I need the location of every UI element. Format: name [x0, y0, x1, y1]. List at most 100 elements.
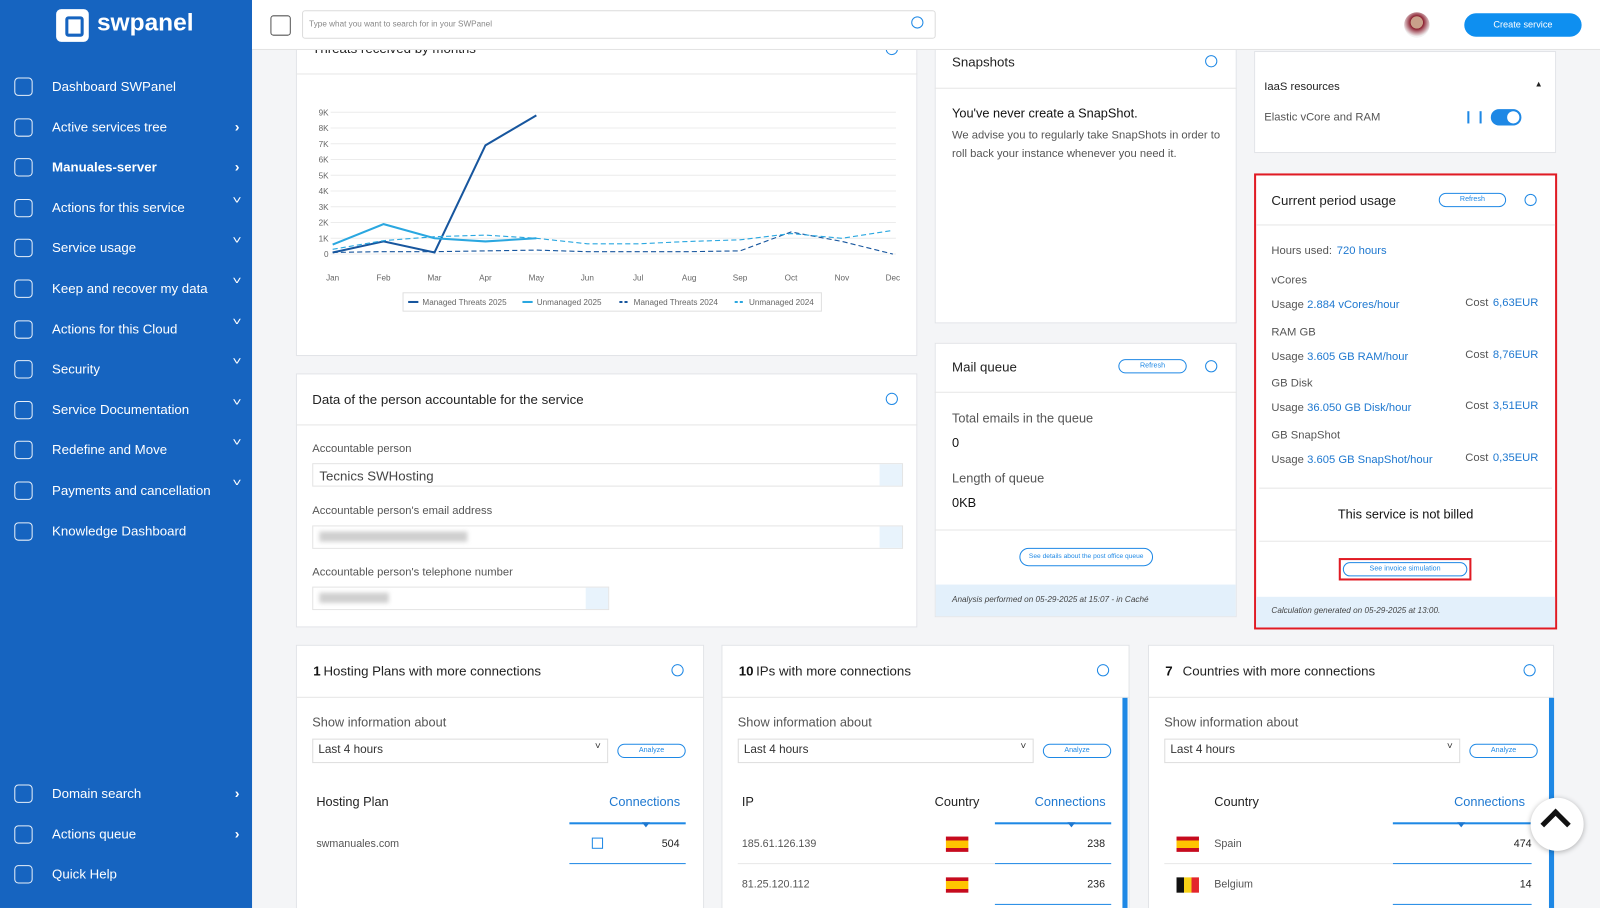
row-name: Belgium	[1214, 878, 1253, 891]
not-billed: This service is not billed	[1337, 507, 1474, 522]
menu-icon	[14, 400, 33, 420]
divider	[934, 87, 1237, 89]
menu-icon	[14, 77, 33, 96]
cost-value: 6,63EUR	[1492, 296, 1539, 310]
field-input[interactable]	[312, 525, 904, 549]
menu-icon	[14, 360, 33, 379]
row-divider	[1164, 863, 1393, 865]
create-service-button[interactable]: Create service	[1464, 13, 1582, 37]
field-input[interactable]	[312, 586, 610, 611]
chevron: ˅	[232, 356, 242, 369]
select-arrow: ˅	[1446, 740, 1453, 752]
close-icon[interactable]	[1096, 664, 1110, 677]
analyze-button[interactable]: Analyze	[1042, 743, 1112, 759]
menu-item[interactable]: Actions for this Cloud	[52, 320, 178, 337]
usage-card	[1254, 173, 1558, 630]
search-box[interactable]	[302, 10, 936, 39]
details-button[interactable]: See details about the post office queue	[1019, 547, 1154, 567]
cost-value: 3,51EUR	[1492, 400, 1539, 413]
collapse-arrow: ▲	[1534, 79, 1543, 89]
select-value: Last 4 hours	[743, 743, 809, 756]
flag	[945, 836, 969, 852]
menu-icon	[14, 784, 33, 803]
row-name: Spain	[1214, 837, 1242, 850]
snapshots-heading: You've never create a SnapShot.	[952, 106, 1138, 121]
row-underline	[994, 863, 1112, 865]
refresh-button[interactable]: Refresh	[1118, 359, 1187, 374]
close-icon[interactable]	[1205, 360, 1218, 373]
divider	[934, 529, 1237, 531]
menu-item[interactable]: Service Documentation	[52, 401, 190, 418]
external-link-icon[interactable]	[591, 837, 604, 849]
close-icon[interactable]	[671, 664, 684, 677]
chevron: ›	[234, 784, 240, 801]
edit-button[interactable]	[879, 464, 903, 486]
menu-item[interactable]: Dashboard SWPanel	[52, 78, 176, 94]
card-title: Countries with more connections	[1182, 663, 1376, 679]
cost-value: 8,76EUR	[1492, 348, 1539, 361]
edit-button[interactable]	[879, 526, 903, 548]
search-icon	[911, 16, 924, 29]
card-count: 7	[1165, 663, 1173, 679]
row-name: 81.25.120.112	[741, 878, 810, 891]
field-value: Tecnics SWHosting	[319, 468, 434, 484]
mail-footer	[935, 584, 1236, 617]
connections-card	[721, 644, 1130, 908]
column-header[interactable]: Connections	[1454, 794, 1525, 810]
collapse-button[interactable]	[270, 15, 291, 36]
invoice-simulation-button[interactable]: See invoice simulation	[1342, 562, 1468, 577]
select[interactable]	[1164, 738, 1461, 764]
menu-item[interactable]: Domain search	[52, 785, 142, 801]
logo-icon-inner	[65, 16, 84, 37]
iaas-item: Elastic vCore and RAM	[1264, 111, 1381, 124]
menu-item[interactable]: Service usage	[52, 240, 137, 256]
refresh-button[interactable]: Refresh	[1438, 192, 1507, 208]
menu-item[interactable]: Payments and cancellation	[52, 482, 211, 498]
menu-item[interactable]: Manuales-server	[52, 159, 157, 175]
mail-queue-card	[934, 342, 1237, 618]
analyze-button[interactable]: Analyze	[617, 743, 686, 759]
accountable-card	[295, 373, 918, 628]
mail-footer-text: Analysis performed on 05-29-2025 at 15:0…	[952, 594, 1149, 604]
menu-item[interactable]: Security	[52, 361, 100, 377]
close-icon[interactable]	[1205, 55, 1218, 68]
chevron: ˅	[232, 194, 242, 207]
flag	[945, 877, 969, 893]
resource-name: GB SnapShot	[1271, 429, 1341, 442]
usage-value: 36.050 GB Disk/hour	[1307, 402, 1412, 415]
menu-item[interactable]: Actions queue	[52, 825, 137, 842]
close-icon[interactable]	[1523, 664, 1536, 677]
sort-underline	[994, 822, 1112, 825]
column-header[interactable]: Connections	[609, 794, 681, 810]
menu-item[interactable]: Quick Help	[52, 866, 117, 882]
menu-item[interactable]: Keep and recover my data	[52, 280, 208, 296]
menu-icon	[14, 865, 33, 884]
menu-icon	[14, 198, 33, 218]
field-input[interactable]	[312, 463, 904, 487]
close-icon[interactable]	[1524, 193, 1537, 207]
blurred-value	[319, 531, 468, 542]
sort-arrow	[1457, 822, 1466, 828]
menu-icon	[14, 158, 33, 177]
usage-footer	[1256, 596, 1556, 628]
edit-button[interactable]	[585, 587, 609, 610]
chevron: ›	[234, 824, 240, 842]
close-icon[interactable]	[885, 392, 898, 406]
column-header: Hosting Plan	[316, 794, 389, 810]
sidebar	[0, 0, 253, 908]
row-value: 236	[1087, 878, 1106, 891]
select[interactable]	[312, 738, 609, 764]
chart-card	[295, 30, 918, 357]
column-header[interactable]: Connections	[1034, 794, 1106, 810]
menu-item[interactable]: Knowledge Dashboard	[52, 522, 187, 539]
select[interactable]	[737, 738, 1034, 764]
accountable-title: Data of the person accountable for the s…	[312, 391, 584, 408]
usage-label: Usage	[1271, 350, 1304, 363]
menu-item[interactable]: Actions for this service	[52, 199, 185, 216]
analyze-button[interactable]: Analyze	[1469, 743, 1538, 759]
menu-item[interactable]: Active services tree	[52, 118, 168, 135]
divider	[1256, 224, 1556, 226]
menu-item[interactable]: Redefine and Move	[52, 442, 168, 458]
sort-arrow	[1067, 822, 1076, 828]
scroll-top-button[interactable]	[1530, 797, 1584, 851]
